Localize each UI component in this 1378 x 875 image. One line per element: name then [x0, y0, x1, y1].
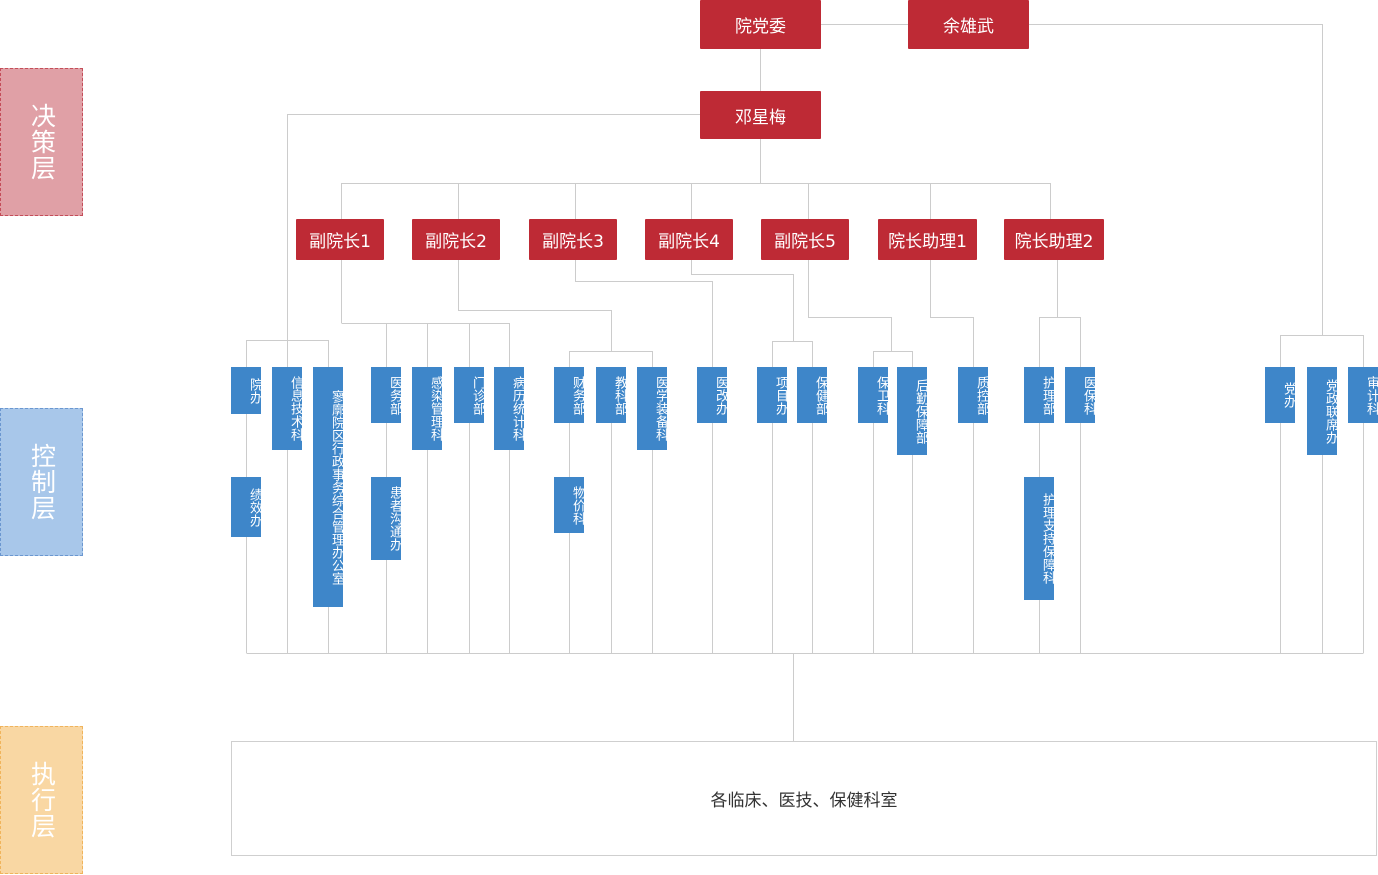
dept-node: 党政联席办 [1307, 367, 1338, 455]
execution-departments-label: 各临床、医技、保健科室 [710, 791, 898, 811]
sub-dept-node: 患者沟通办 [371, 477, 402, 560]
dept-node: 党办 [1265, 367, 1296, 423]
execution-departments-box: 各临床、医技、保健科室 [231, 741, 1377, 856]
vice-president-4-node: 副院长4 [645, 219, 733, 260]
dept-node: 保健部 [797, 367, 828, 423]
dept-node: 教科部 [596, 367, 627, 423]
president-node: 邓星梅 [700, 91, 821, 139]
dept-node: 审计科 [1348, 367, 1378, 423]
execution-layer-label: 执行层 [0, 726, 83, 874]
dept-node: 质控部 [958, 367, 989, 423]
dept-node: 财务部 [554, 367, 585, 423]
dept-node: 门诊部 [454, 367, 485, 423]
dept-node: 感染管理科 [412, 367, 443, 450]
control-layer-label: 控制层 [0, 408, 83, 556]
vice-president-3-node: 副院长3 [529, 219, 617, 260]
dept-node: 寥廓院区行政事务综合管理办公室 [313, 367, 344, 607]
dept-node: 护理部 [1024, 367, 1055, 423]
president-assistant-2-node: 院长助理2 [1004, 219, 1104, 260]
secretary-node: 余雄武 [908, 0, 1029, 49]
president-assistant-1-node: 院长助理1 [878, 219, 977, 260]
vice-president-5-node: 副院长5 [761, 219, 849, 260]
sub-dept-node: 绩效办 [231, 477, 262, 537]
dept-node: 医改办 [697, 367, 728, 423]
dept-node: 信息技术科 [272, 367, 303, 450]
dept-node: 医学装备科 [637, 367, 668, 450]
dept-node: 医保科 [1065, 367, 1096, 423]
sub-dept-node: 物价科 [554, 477, 585, 533]
party-committee-node: 院党委 [700, 0, 821, 49]
dept-node: 后勤保障部 [897, 367, 928, 455]
vice-president-1-node: 副院长1 [296, 219, 384, 260]
vice-president-2-node: 副院长2 [412, 219, 500, 260]
sub-dept-node: 护理支持保障科 [1024, 477, 1055, 600]
decision-layer-label: 决策层 [0, 68, 83, 216]
dept-node: 保卫科 [858, 367, 889, 423]
dept-node: 医务部 [371, 367, 402, 423]
dept-node: 院办 [231, 367, 262, 414]
dept-node: 项目办 [757, 367, 788, 423]
dept-node: 病历统计科 [494, 367, 525, 450]
